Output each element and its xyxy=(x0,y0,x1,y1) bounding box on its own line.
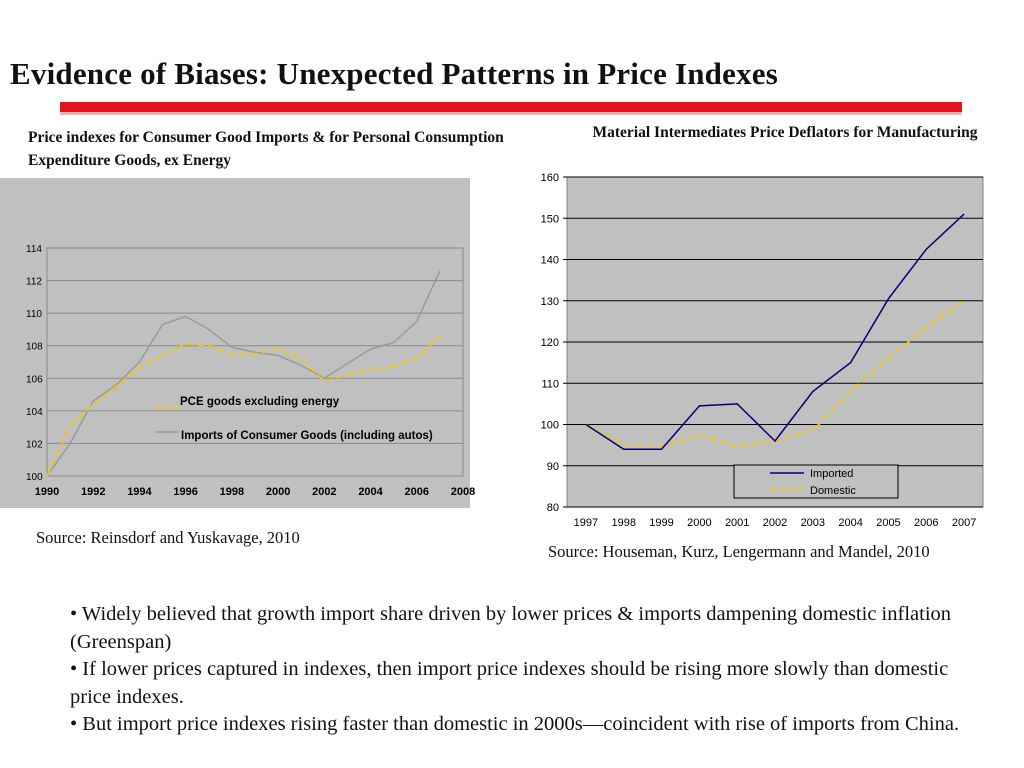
x-tick-label: 2002 xyxy=(312,486,336,498)
x-tick-label: 1999 xyxy=(649,517,673,529)
y-tick-label: 108 xyxy=(26,342,43,353)
x-tick-label: 2001 xyxy=(725,517,749,529)
slide-title: Evidence of Biases: Unexpected Patterns … xyxy=(10,56,779,91)
y-tick-label: 110 xyxy=(541,378,559,390)
legend-label-pce: PCE goods excluding energy xyxy=(180,396,340,408)
x-tick-label: 2003 xyxy=(801,517,825,529)
legend-label-imported: Imported xyxy=(810,468,853,480)
x-tick-label: 2008 xyxy=(451,486,475,498)
bullet-item: • Widely believed that growth import sha… xyxy=(70,603,952,653)
y-tick-label: 160 xyxy=(541,172,559,184)
x-tick-label: 1996 xyxy=(173,486,197,498)
y-tick-label: 100 xyxy=(541,420,559,432)
x-tick-label: 2002 xyxy=(763,517,787,529)
x-tick-label: 1994 xyxy=(127,486,152,498)
right-chart-source: Source: Houseman, Kurz, Lengermann and M… xyxy=(548,542,930,561)
y-tick-label: 130 xyxy=(541,296,559,308)
pce-series-line xyxy=(46,335,441,477)
y-tick-label: 90 xyxy=(547,461,559,473)
x-tick-label: 1998 xyxy=(611,517,635,529)
right-chart-title: Material Intermediates Price Deflators f… xyxy=(592,124,978,141)
x-tick-label: 2000 xyxy=(687,517,711,529)
imported-series-line xyxy=(585,213,965,451)
x-tick-label: 2005 xyxy=(876,517,900,529)
left-chart: 100 102 104 106 108 110 112 114 1990 1992 1994 1996… xyxy=(0,178,475,508)
y-tick-label: 114 xyxy=(26,244,42,255)
y-tick-label: 80 xyxy=(547,502,559,514)
x-tick-label: 2007 xyxy=(952,517,976,529)
bullet-list: • Widely believed that growth import sha… xyxy=(70,601,970,739)
x-tick-label: 2004 xyxy=(358,486,383,498)
y-tick-label: 104 xyxy=(26,407,43,418)
legend-label-domestic: Domestic xyxy=(810,485,856,497)
x-tick-label: 2006 xyxy=(405,486,429,498)
y-tick-label: 140 xyxy=(541,255,559,267)
right-chart: 80 90 100 110 120 130 140 150 160 1997 1998 1999 200… xyxy=(541,172,984,529)
x-tick-label: 1997 xyxy=(574,517,598,529)
y-tick-label: 110 xyxy=(26,309,42,320)
left-chart-title: Price indexes for Consumer Good Imports … xyxy=(28,129,504,169)
left-chart-source: Source: Reinsdorf and Yuskavage, 2010 xyxy=(36,528,300,547)
x-tick-label: 2004 xyxy=(838,517,862,529)
y-tick-label: 102 xyxy=(26,439,43,450)
bullet-item: • If lower prices captured in indexes, t… xyxy=(70,658,949,708)
x-tick-label: 1998 xyxy=(220,486,244,498)
legend-box xyxy=(733,464,899,499)
y-tick-label: 112 xyxy=(26,277,42,288)
chart-background xyxy=(0,178,470,508)
x-tick-label: 1990 xyxy=(35,486,59,498)
y-tick-label: 150 xyxy=(541,213,559,225)
legend-label-imports: Imports of Consumer Goods (including aut… xyxy=(181,430,433,442)
y-tick-label: 100 xyxy=(26,472,43,483)
x-tick-label: 2000 xyxy=(266,486,290,498)
y-tick-label: 106 xyxy=(26,374,43,385)
x-tick-label: 2006 xyxy=(914,517,938,529)
imports-series-line xyxy=(46,270,441,477)
title-underline-bar xyxy=(60,102,962,115)
y-tick-label: 120 xyxy=(541,337,559,349)
bullet-item: • But import price indexes rising faster… xyxy=(70,713,960,735)
x-tick-label: 1992 xyxy=(81,486,105,498)
